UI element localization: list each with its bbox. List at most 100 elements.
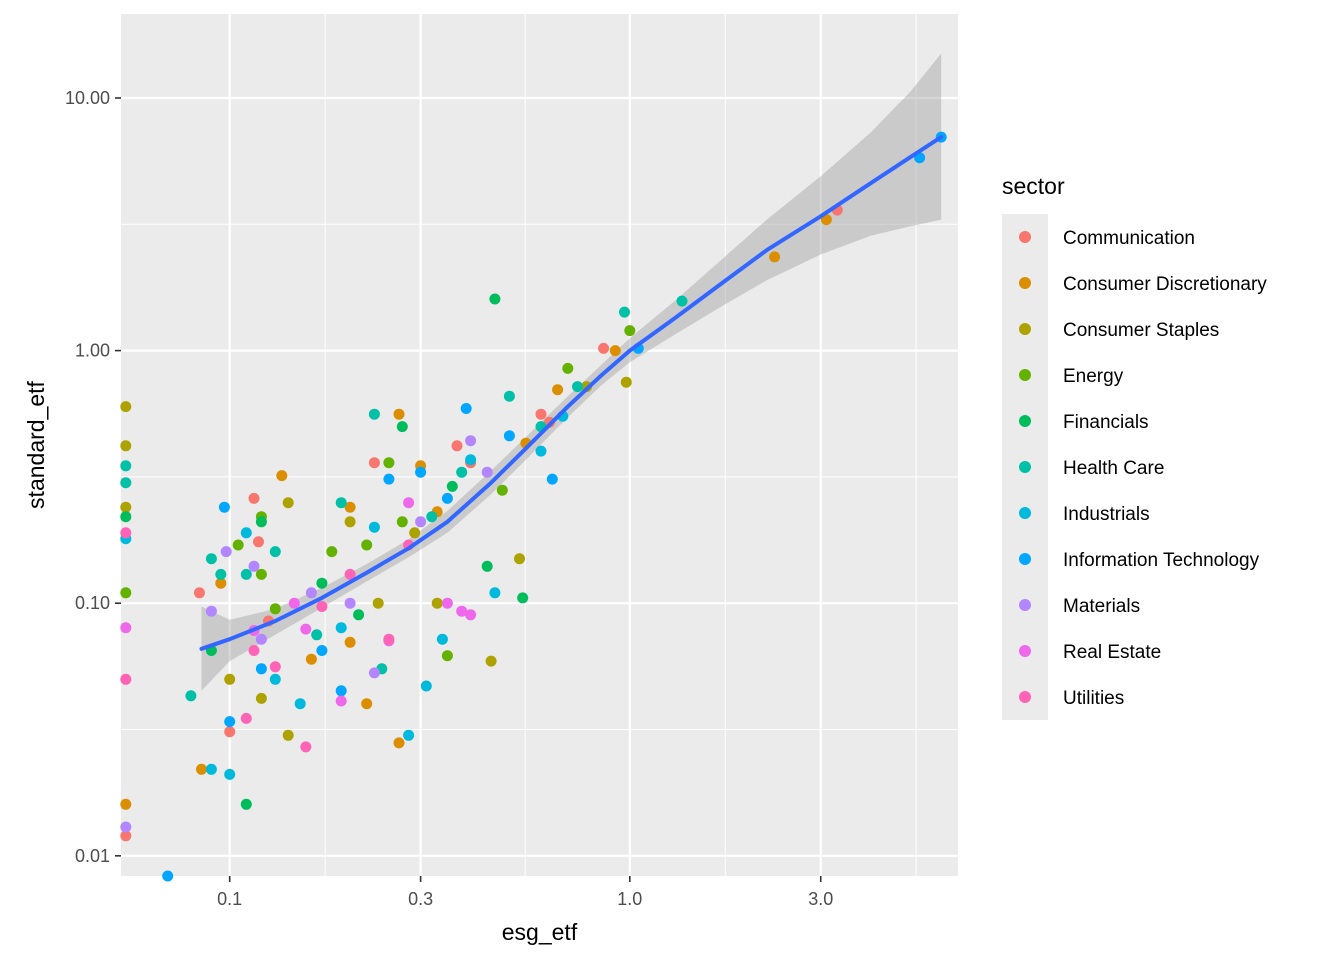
legend-key — [1019, 553, 1031, 565]
data-point — [415, 516, 427, 528]
data-point — [383, 633, 395, 645]
data-point — [441, 650, 453, 662]
data-point — [396, 516, 408, 528]
data-point — [572, 381, 583, 393]
data-point — [496, 484, 508, 496]
data-point — [224, 768, 236, 780]
data-point — [316, 645, 328, 656]
legend-item: Industrials — [1019, 504, 1150, 525]
data-point — [269, 603, 281, 615]
data-point — [120, 830, 132, 842]
data-point — [353, 609, 365, 621]
data-point — [465, 609, 477, 621]
data-point — [624, 325, 636, 337]
data-point — [403, 497, 415, 509]
data-point — [248, 560, 260, 572]
data-point — [335, 497, 347, 509]
confidence-band — [201, 53, 942, 691]
legend-key — [1019, 507, 1031, 519]
legend-item: Communication — [1019, 228, 1195, 249]
legend-key — [1019, 645, 1031, 657]
data-point — [503, 430, 515, 442]
data-point — [120, 587, 132, 599]
data-point — [368, 521, 380, 533]
legend-key — [1019, 415, 1031, 427]
x-tick-label: 1.0 — [617, 889, 642, 909]
data-points-layer — [120, 131, 947, 882]
data-point — [361, 539, 373, 551]
data-point — [120, 511, 132, 523]
data-point — [460, 403, 472, 414]
legend-label: Information Technology — [1063, 550, 1260, 571]
data-point — [205, 605, 217, 617]
data-point — [393, 408, 405, 420]
data-point — [120, 673, 132, 685]
legend-key — [1019, 461, 1031, 473]
data-point — [120, 401, 132, 413]
data-point — [253, 536, 264, 548]
data-point — [215, 568, 227, 580]
x-axis-title: esg_etf — [502, 919, 578, 945]
y-tick-label: 0.01 — [75, 846, 110, 866]
data-point — [383, 457, 395, 469]
data-point — [344, 516, 356, 528]
data-point — [120, 460, 132, 472]
data-point — [441, 597, 453, 609]
data-point — [676, 295, 688, 307]
data-point — [282, 497, 294, 509]
legend-items: Communication Consumer Discretionary Consu… — [1019, 228, 1267, 709]
data-point — [196, 763, 207, 775]
data-point — [344, 636, 356, 648]
data-point — [218, 501, 230, 513]
data-point — [305, 587, 317, 599]
data-point — [514, 553, 525, 565]
data-point — [240, 712, 252, 724]
legend-item: Information Technology — [1019, 550, 1260, 571]
legend-item: Consumer Staples — [1019, 320, 1219, 341]
data-point — [205, 553, 217, 565]
axes-layer: 0.1 0.3 1.0 3.0 0.01 0.10 1.00 10.00 — [65, 88, 833, 909]
legend-key — [1019, 369, 1031, 381]
data-point — [240, 527, 252, 539]
data-point — [120, 798, 132, 810]
y-tick-label: 1.00 — [75, 341, 110, 361]
data-point — [546, 473, 558, 485]
data-point — [535, 408, 547, 420]
data-point — [300, 741, 312, 753]
data-point — [368, 408, 380, 420]
data-point — [120, 477, 132, 489]
data-point — [215, 577, 227, 589]
data-point — [446, 480, 458, 492]
data-point — [620, 376, 632, 388]
data-point — [598, 342, 610, 354]
legend-key — [1019, 277, 1031, 289]
data-point — [409, 527, 421, 539]
data-point — [361, 698, 373, 710]
data-point — [517, 592, 529, 604]
data-point — [224, 673, 236, 685]
x-tick-label: 0.1 — [217, 889, 242, 909]
data-point — [205, 763, 217, 775]
data-point — [769, 251, 781, 263]
legend-label: Utilities — [1063, 688, 1124, 709]
legend-label: Consumer Staples — [1063, 320, 1219, 341]
data-point — [232, 539, 244, 551]
data-point — [311, 629, 323, 641]
data-point — [224, 726, 236, 738]
y-axis-title: standard_etf — [23, 380, 49, 508]
data-point — [248, 492, 260, 504]
data-point — [383, 473, 395, 485]
data-point — [120, 527, 132, 539]
data-point — [240, 798, 252, 810]
smooth-trend-line — [199, 135, 944, 651]
legend-item: Financials — [1019, 412, 1149, 433]
data-point — [255, 663, 267, 675]
data-point — [316, 577, 328, 589]
data-point — [335, 685, 347, 697]
data-point — [276, 470, 288, 482]
data-point — [485, 655, 497, 667]
data-point — [368, 667, 380, 679]
data-point — [248, 645, 260, 656]
data-point — [269, 546, 281, 558]
